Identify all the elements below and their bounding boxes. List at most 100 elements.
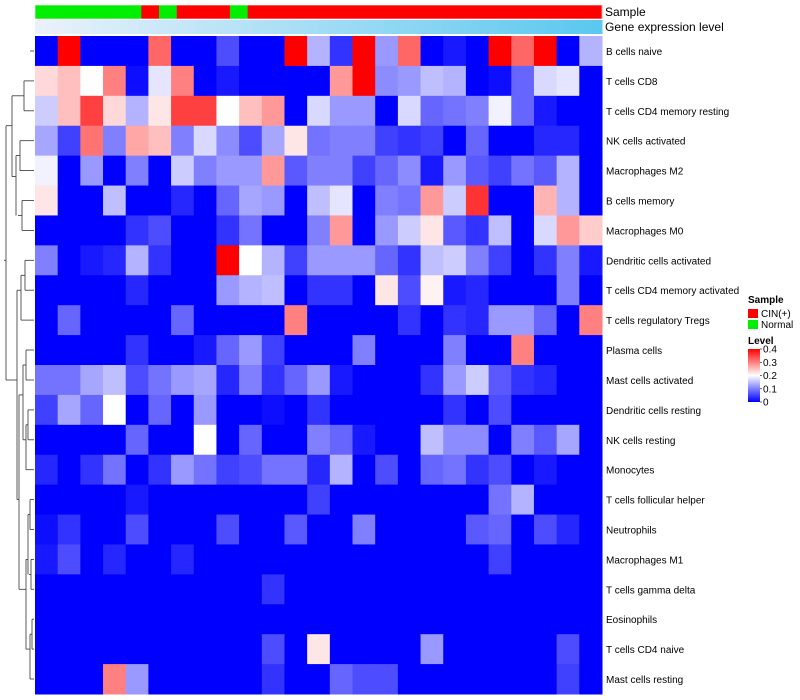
heatmap-cell (261, 65, 285, 97)
heatmap-cell (171, 454, 195, 486)
gene-expression-cell (337, 20, 348, 34)
heatmap-cell (352, 394, 376, 426)
heatmap-cell (148, 36, 172, 67)
heatmap-cell (148, 305, 172, 336)
heatmap-cell (443, 365, 467, 396)
gene-expression-cell (72, 20, 83, 34)
heatmap-cell (80, 275, 104, 306)
heatmap-cell (329, 365, 354, 396)
heatmap-cell (148, 185, 172, 216)
gene-expression-cell (91, 20, 102, 34)
heatmap-cell (375, 305, 399, 336)
row-label: Macrophages M1 (606, 555, 684, 566)
heatmap-cell (511, 155, 535, 187)
heatmap-cell (488, 185, 512, 216)
heatmap-cell (511, 574, 535, 605)
heatmap-cell (556, 454, 580, 486)
heatmap-cell (35, 544, 59, 575)
row-label: Dendritic cells resting (606, 406, 701, 417)
heatmap-cell (125, 185, 149, 216)
heatmap-cell (443, 245, 467, 276)
row-label: B cells memory (606, 197, 674, 208)
heatmap-cell (57, 65, 81, 97)
heatmap-cell (579, 305, 603, 336)
heatmap-cell (193, 514, 217, 545)
heatmap-cell (80, 155, 104, 187)
heatmap-cell (556, 95, 580, 127)
heatmap-cell (35, 394, 59, 426)
heatmap-cell (261, 365, 285, 396)
heatmap-cell (533, 95, 558, 127)
heatmap-cell (556, 185, 580, 216)
gene-expression-cell (138, 20, 149, 34)
heatmap-cell (420, 574, 444, 605)
heatmap-cell (239, 544, 263, 575)
heatmap-cell (465, 215, 490, 246)
heatmap-cell (35, 574, 59, 605)
heatmap-cell (533, 365, 558, 396)
heatmap-cell (148, 215, 172, 246)
heatmap-cell (420, 544, 444, 575)
gene-expression-cell (242, 20, 253, 34)
heatmap-cell (284, 514, 308, 545)
heatmap-cell (443, 664, 467, 695)
heatmap-cell (488, 155, 512, 187)
heatmap-cell (307, 634, 331, 665)
heatmap-cell (533, 394, 558, 426)
heatmap-cell (216, 484, 240, 516)
heatmap-cell (57, 155, 81, 187)
heatmap-cell (511, 245, 535, 276)
heatmap-cell (261, 155, 285, 187)
heatmap-cell (216, 36, 240, 67)
heatmap-cell (284, 65, 308, 97)
heatmap-cell (329, 514, 354, 545)
gene-expression-cell (592, 20, 603, 34)
gene-expression-cell (327, 20, 338, 34)
heatmap-cell (443, 574, 467, 605)
heatmap-cell (533, 125, 558, 157)
heatmap-cell (307, 65, 331, 97)
gene-expression-cell (101, 20, 112, 34)
heatmap-cell (329, 125, 354, 157)
heatmap-cell (375, 125, 399, 157)
heatmap-cell (511, 335, 535, 366)
heatmap-cell (193, 275, 217, 306)
heatmap-cell (103, 245, 127, 276)
heatmap-cell (284, 36, 308, 67)
heatmap-cell (307, 664, 331, 695)
heatmap-cell (148, 394, 172, 426)
heatmap-cell (125, 125, 149, 157)
heatmap-cell (148, 634, 172, 665)
heatmap-cell (284, 155, 308, 187)
heatmap-cell (171, 65, 195, 97)
heatmap-cell (579, 544, 603, 575)
heatmap-cell (556, 514, 580, 545)
heatmap-cell (125, 305, 149, 336)
gene-expression-cell (186, 20, 197, 34)
heatmap-cell (57, 484, 81, 516)
heatmap-cell (35, 484, 59, 516)
heatmap-cell (465, 36, 490, 67)
heatmap-cell (533, 454, 558, 486)
heatmap-cell (148, 484, 172, 516)
sample-annotation-cell (212, 5, 231, 19)
heatmap-cell (216, 544, 240, 575)
row-labels: B cells naive T cells CD8 T cells CD4 memo… (606, 47, 739, 686)
heatmap-cell (511, 36, 535, 67)
heatmap-cell (261, 424, 285, 456)
heatmap-cell (579, 245, 603, 276)
heatmap-cell (352, 574, 376, 605)
heatmap-cell (488, 36, 512, 67)
heatmap-cell (329, 155, 354, 187)
heatmap-cell (125, 65, 149, 97)
heatmap-cell (216, 664, 240, 695)
sample-annotation-cell (548, 5, 568, 19)
heatmap-cell (579, 36, 603, 67)
heatmap-cell (511, 185, 535, 216)
heatmap-cell (103, 365, 127, 396)
heatmap-cell (80, 185, 104, 216)
heatmap-cell (125, 36, 149, 67)
heatmap-cell (80, 514, 104, 545)
gene-expression-cell (365, 20, 376, 34)
heatmap-cell (239, 514, 263, 545)
